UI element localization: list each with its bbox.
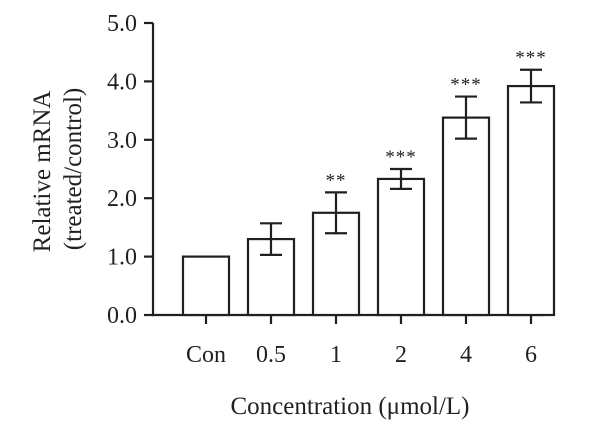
- significance-label: ***: [450, 75, 482, 96]
- bar: [376, 177, 426, 317]
- y-tick-label: 1.0: [107, 245, 137, 271]
- significance-group: ***********: [326, 48, 547, 192]
- x-tick-label: 4: [460, 342, 472, 368]
- y-tick-label: 3.0: [107, 128, 137, 154]
- bar: [441, 116, 491, 317]
- y-tick-label: 5.0: [107, 11, 137, 37]
- y-axis: [144, 21, 155, 317]
- x-tick-label: 1: [330, 342, 342, 368]
- bar: [506, 84, 556, 317]
- error-bars-group: [260, 68, 542, 256]
- y-axis-title-line-2: (treated/control): [60, 88, 87, 250]
- bar: [246, 237, 296, 317]
- x-axis-title: Concentration (μmol/L): [230, 393, 469, 420]
- x-axis: [151, 313, 545, 324]
- x-tick-label: Con: [186, 342, 226, 368]
- significance-label: ***: [515, 48, 547, 69]
- significance-label: ***: [385, 147, 417, 168]
- y-axis-title: Relative mRNA (treated/control): [29, 86, 87, 253]
- x-tick-labels: Con 0.5 1 2 4 6: [186, 342, 537, 368]
- y-tick-label: 0.0: [107, 303, 137, 329]
- y-axis-title-line-1: Relative mRNA: [29, 91, 56, 253]
- y-tick-label: 2.0: [107, 186, 137, 212]
- x-tick-label: 6: [525, 342, 537, 368]
- y-tick-label: 4.0: [107, 69, 137, 95]
- bar: [181, 255, 231, 317]
- bars-group: [181, 84, 556, 317]
- y-tick-labels: 0.0 1.0 2.0 3.0 4.0 5.0: [107, 11, 137, 329]
- x-tick-label: 0.5: [256, 342, 286, 368]
- significance-label: **: [326, 170, 347, 191]
- x-tick-label: 2: [395, 342, 407, 368]
